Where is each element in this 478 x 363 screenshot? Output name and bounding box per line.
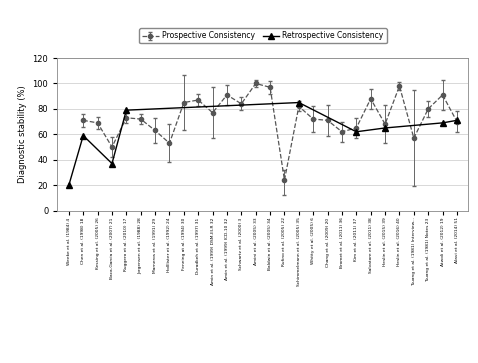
Retrospective Consistency bbox=[454, 118, 460, 122]
Retrospective Consistency bbox=[80, 133, 86, 138]
Retrospective Consistency bbox=[296, 100, 302, 105]
Retrospective Consistency bbox=[382, 126, 388, 130]
Retrospective Consistency bbox=[353, 130, 359, 134]
Retrospective Consistency bbox=[109, 161, 115, 166]
Line: Retrospective Consistency: Retrospective Consistency bbox=[66, 100, 460, 188]
Y-axis label: Diagnostic stability (%): Diagnostic stability (%) bbox=[18, 85, 27, 183]
Retrospective Consistency bbox=[66, 183, 72, 187]
Retrospective Consistency bbox=[123, 108, 129, 113]
Legend: Prospective Consistency, Retrospective Consistency: Prospective Consistency, Retrospective C… bbox=[139, 28, 387, 44]
Retrospective Consistency bbox=[440, 121, 445, 125]
